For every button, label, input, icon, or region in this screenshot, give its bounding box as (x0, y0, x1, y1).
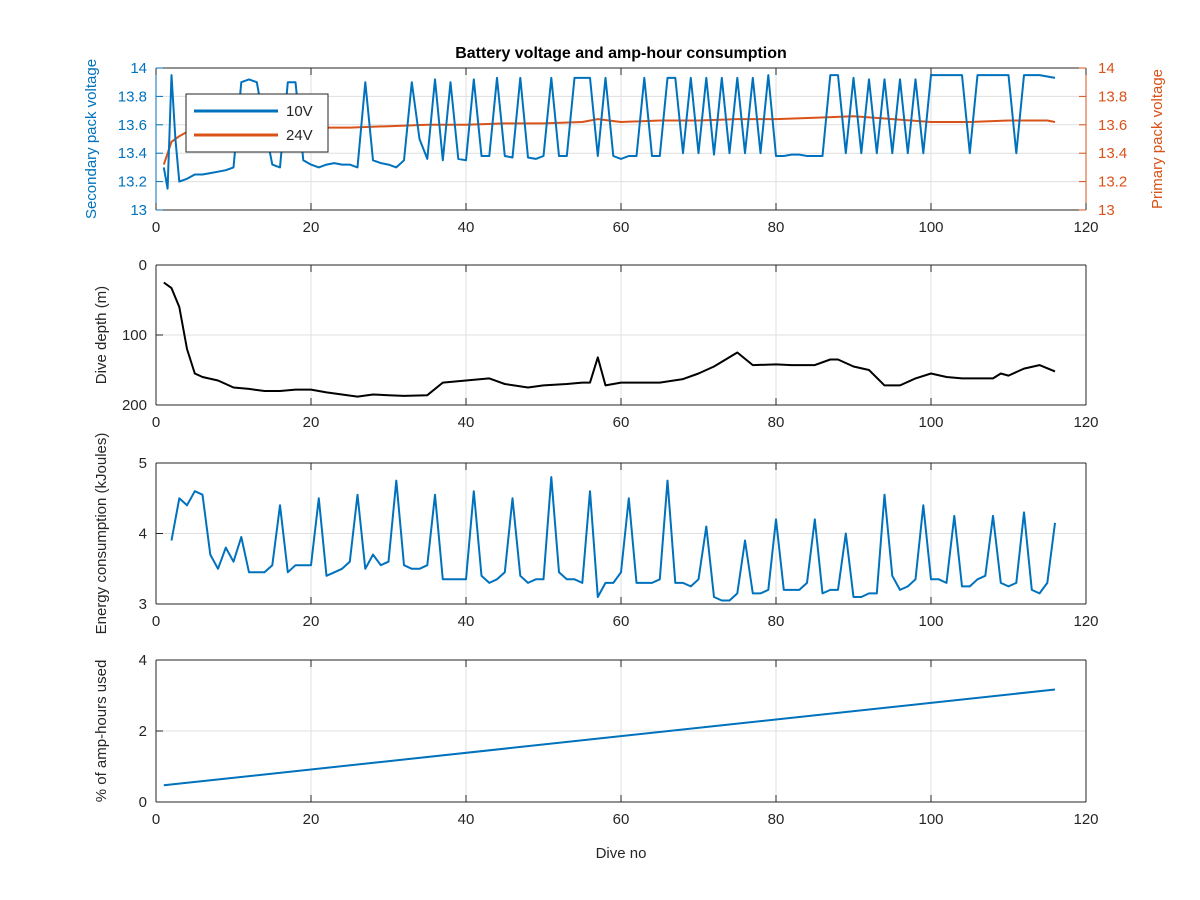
depth-x-tick-label: 20 (303, 414, 320, 431)
voltage-y-right-tick-label: 13.2 (1098, 174, 1127, 191)
energy-x-tick-label: 100 (918, 613, 943, 630)
legend-box (185, 93, 329, 153)
amphours-y-label: % of amp-hours used (93, 660, 110, 803)
voltage-x-tick-label: 20 (303, 219, 320, 236)
depth-x-tick-label: 40 (458, 414, 475, 431)
legend-label-10V: 10V (286, 103, 313, 120)
energy-x-tick-label: 0 (152, 613, 160, 630)
depth-x-tick-label: 100 (918, 414, 943, 431)
voltage-x-tick-label: 80 (768, 219, 785, 236)
energy-x-tick-label: 40 (458, 613, 475, 630)
voltage-y-right-tick-label: 13 (1098, 202, 1115, 219)
voltage-y-label: Secondary pack voltage (83, 59, 100, 219)
amphours-axes: 0 20 40 60 80 100 120 0 2 4 % of amp-hours used (93, 652, 1099, 828)
voltage-x-tick-label: 60 (613, 219, 630, 236)
amphours-y-tick-label: 0 (139, 794, 147, 811)
x-axis-label: Dive no (596, 845, 647, 862)
energy-y-tick-label: 3 (139, 596, 147, 613)
voltage-y-tick-label: 13.2 (118, 174, 147, 191)
amphours-y-tick-label: 4 (139, 652, 147, 669)
voltage-y-right-tick-label: 13.6 (1098, 117, 1127, 134)
voltage-y-tick-label: 14 (130, 60, 147, 77)
voltage-y-tick-label: 13 (130, 202, 147, 219)
depth-y-tick-label: 0 (139, 257, 147, 274)
voltage-y-tick-label: 13.6 (118, 117, 147, 134)
voltage-y-tick-label: 13.4 (118, 145, 147, 162)
energy-x-tick-label: 80 (768, 613, 785, 630)
depth-y-label: Dive depth (m) (93, 286, 110, 384)
energy-x-tick-label: 60 (613, 613, 630, 630)
voltage-y-tick-label: 13.8 (118, 88, 147, 105)
amphours-x-tick-label: 120 (1073, 811, 1098, 828)
amphours-x-tick-label: 20 (303, 811, 320, 828)
depth-axes: 0 20 40 60 80 100 120 0 100 200 Dive depth (m) (93, 257, 1099, 431)
energy-x-tick-label: 20 (303, 613, 320, 630)
depth-x-tick-label: 80 (768, 414, 785, 431)
depth-x-tick-label: 60 (613, 414, 630, 431)
energy-y-label: Energy consumption (kJoules) (93, 433, 110, 635)
voltage-y-right-label: Primary pack voltage (1149, 69, 1166, 209)
depth-y-tick-label: 200 (122, 397, 147, 414)
voltage-x-tick-label: 100 (918, 219, 943, 236)
energy-axes: 0 20 40 60 80 100 120 3 4 5 Energy consumption (kJ… (93, 433, 1099, 635)
voltage-x-tick-label: 120 (1073, 219, 1098, 236)
voltage-x-tick-label: 0 (152, 219, 160, 236)
amphours-x-tick-label: 40 (458, 811, 475, 828)
energy-y-tick-label: 4 (139, 526, 147, 543)
amphours-x-tick-label: 80 (768, 811, 785, 828)
legend-label-24V: 24V (286, 127, 313, 144)
depth-x-tick-label: 0 (152, 414, 160, 431)
voltage-x-tick-label: 40 (458, 219, 475, 236)
energy-x-tick-label: 120 (1073, 613, 1098, 630)
amphours-x-tick-label: 100 (918, 811, 943, 828)
amphours-x-tick-label: 60 (613, 811, 630, 828)
figure-title: Battery voltage and amp-hour consumption (455, 45, 787, 62)
amphours-y-tick-label: 2 (139, 723, 147, 740)
amphours-x-tick-label: 0 (152, 811, 160, 828)
voltage-axes: 0 20 40 60 80 100 1201313.213.413.613.8141313.… (83, 59, 1166, 236)
voltage-y-right-tick-label: 13.4 (1098, 145, 1127, 162)
energy-y-tick-label: 5 (139, 455, 147, 472)
plot-area: 0 20 40 60 80 100 1201313.213.413.613.8141313.… (83, 59, 1166, 828)
depth-x-tick-label: 120 (1073, 414, 1098, 431)
depth-y-tick-label: 100 (122, 327, 147, 344)
voltage-y-right-tick-label: 13.8 (1098, 88, 1127, 105)
voltage-y-right-tick-label: 14 (1098, 60, 1115, 77)
amphours-series-line (163, 688, 1056, 787)
energy-series-line (170, 476, 1056, 602)
depth-series-line (163, 281, 1056, 398)
